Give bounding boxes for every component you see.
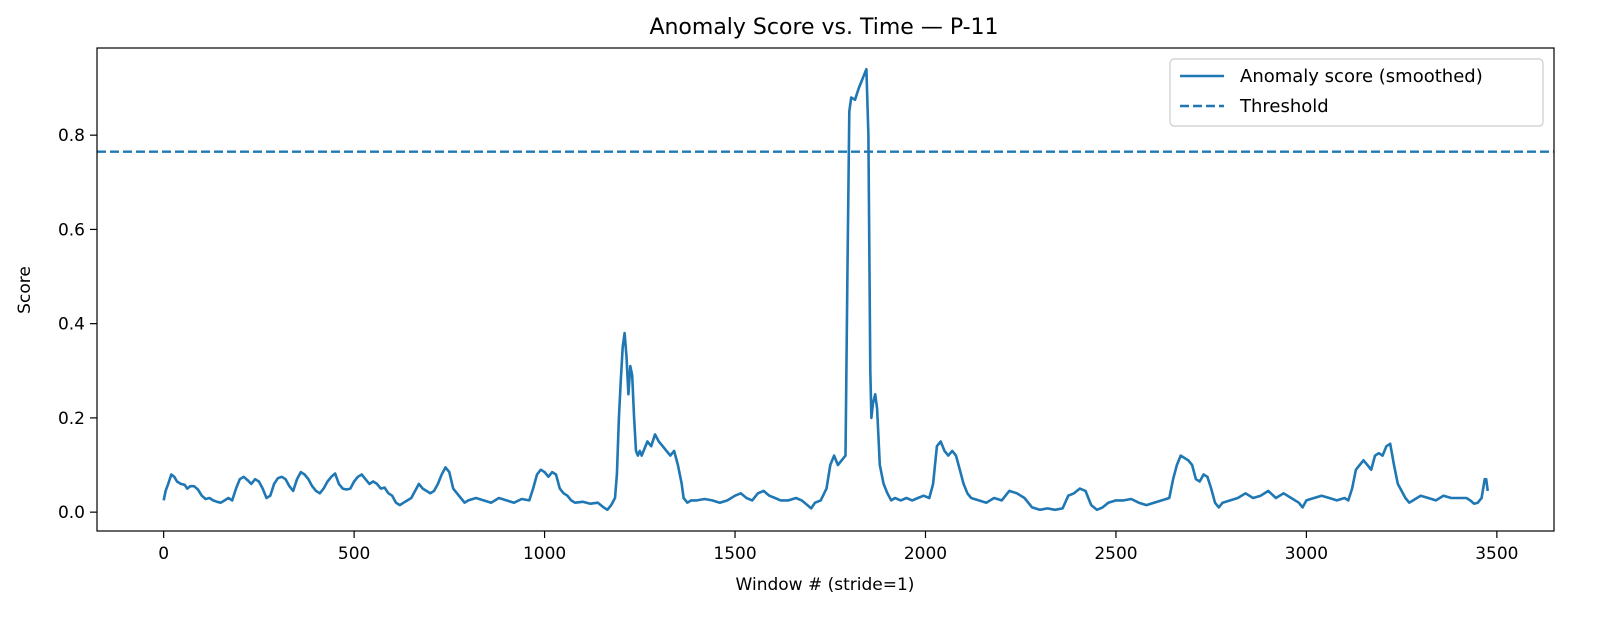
y-tick-label: 0.2 <box>58 409 85 429</box>
plot-frame <box>96 47 1555 532</box>
y-tick-label: 0.4 <box>58 315 85 335</box>
y-axis-ticks: 0.0 0.2 0.4 0.6 0.8 <box>58 126 97 523</box>
x-axis-ticks: 0 500 1000 1500 2000 2500 3000 3500 <box>158 531 1518 564</box>
x-tick-label: 500 <box>338 544 370 564</box>
y-tick-label: 0.6 <box>58 220 85 240</box>
x-tick-label: 1500 <box>713 544 756 564</box>
plot-content <box>97 67 1554 512</box>
y-tick-label: 0.8 <box>58 126 85 146</box>
x-tick-label: 2000 <box>904 544 947 564</box>
legend-label-anomaly-score: Anomaly score (smoothed) <box>1240 66 1483 87</box>
x-tick-label: 0 <box>158 544 169 564</box>
x-tick-label: 1000 <box>523 544 566 564</box>
legend: Anomaly score (smoothed) Threshold <box>1169 58 1544 127</box>
y-tick-label: 0.0 <box>58 503 85 523</box>
y-axis-label: Score <box>15 266 35 314</box>
anomaly-score-line <box>162 67 1489 512</box>
chart-title: Anomaly Score vs. Time — P-11 <box>649 15 998 40</box>
x-tick-label: 3500 <box>1475 544 1518 564</box>
x-axis-label: Window # (stride=1) <box>736 575 915 595</box>
legend-label-threshold: Threshold <box>1239 96 1329 117</box>
x-tick-label: 3000 <box>1285 544 1328 564</box>
x-tick-label: 2500 <box>1094 544 1137 564</box>
legend-box <box>1169 58 1544 127</box>
